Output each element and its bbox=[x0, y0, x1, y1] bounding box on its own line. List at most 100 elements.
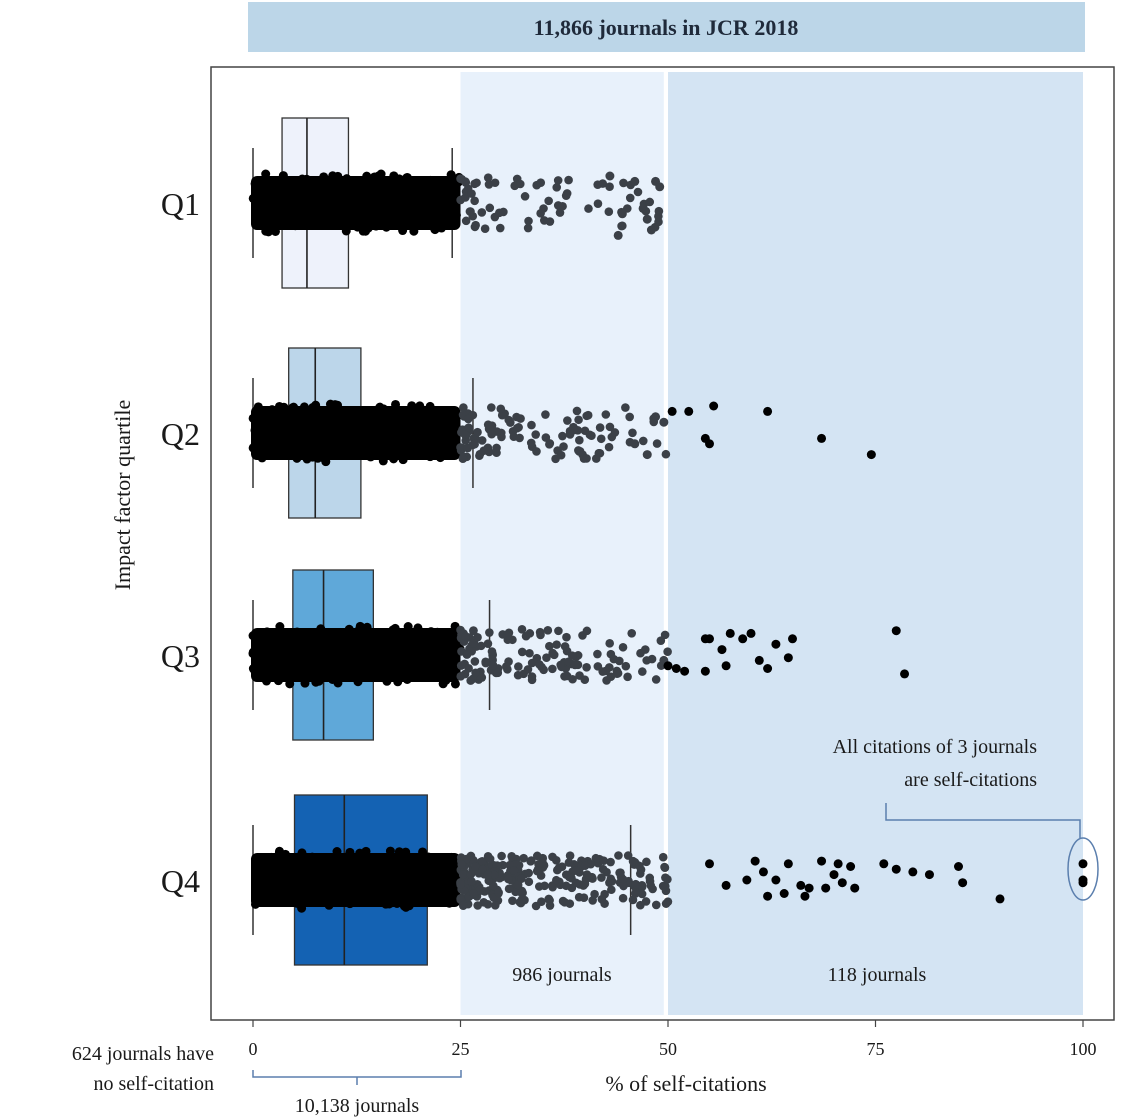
point-Q4 bbox=[304, 872, 314, 882]
outlier-point-Q1 bbox=[605, 171, 615, 181]
point-Q4 bbox=[444, 898, 454, 908]
point-Q2 bbox=[287, 445, 297, 455]
point-Q3 bbox=[393, 664, 403, 674]
point-Q4 bbox=[508, 896, 517, 906]
point-Q2 bbox=[379, 434, 389, 444]
point-Q4 bbox=[561, 881, 571, 891]
point-Q3 bbox=[481, 658, 491, 668]
point-Q1 bbox=[371, 221, 381, 231]
point-Q1 bbox=[286, 182, 296, 192]
point-Q3 bbox=[523, 665, 533, 674]
point-Q4 bbox=[379, 872, 389, 882]
point-Q2 bbox=[425, 452, 435, 462]
point-Q1 bbox=[313, 209, 323, 219]
point-Q3 bbox=[469, 626, 478, 635]
point-Q4 bbox=[606, 857, 615, 867]
outlier-point-Q3 bbox=[783, 653, 793, 663]
outlier-point-Q3 bbox=[725, 628, 735, 638]
point-Q1 bbox=[261, 169, 271, 179]
zone-band-1 bbox=[668, 72, 1083, 1015]
outlier-point-Q1 bbox=[617, 209, 627, 219]
point-Q3 bbox=[602, 676, 611, 685]
point-Q3 bbox=[366, 661, 376, 671]
point-Q4 bbox=[590, 889, 599, 899]
point-Q2 bbox=[526, 438, 536, 448]
point-Q3 bbox=[535, 660, 544, 669]
point-Q1 bbox=[261, 226, 271, 236]
point-Q2 bbox=[333, 413, 343, 423]
point-Q4 bbox=[635, 861, 644, 871]
point-Q1 bbox=[398, 215, 408, 225]
point-Q4 bbox=[467, 876, 476, 886]
point-Q1 bbox=[351, 192, 361, 202]
point-Q4 bbox=[571, 866, 581, 875]
point-Q2 bbox=[625, 412, 634, 422]
point-Q3 bbox=[357, 656, 367, 666]
point-Q1 bbox=[398, 226, 408, 236]
outlier-point-Q1 bbox=[613, 230, 623, 240]
point-Q3 bbox=[483, 639, 493, 648]
point-Q4 bbox=[532, 851, 542, 861]
point-Q2 bbox=[541, 433, 551, 442]
point-Q3 bbox=[254, 666, 264, 676]
point-Q1 bbox=[409, 190, 419, 200]
point-Q3 bbox=[333, 666, 343, 676]
point-Q1 bbox=[301, 182, 311, 192]
point-Q1 bbox=[633, 187, 643, 197]
point-Q4 bbox=[579, 893, 589, 903]
point-Q2 bbox=[531, 430, 540, 439]
point-Q3 bbox=[461, 632, 470, 641]
outlier-point-Q4 bbox=[758, 867, 768, 877]
point-Q2 bbox=[459, 403, 468, 412]
point-Q3 bbox=[266, 660, 276, 670]
point-Q2 bbox=[595, 423, 605, 432]
point-Q4 bbox=[509, 866, 519, 875]
point-Q1 bbox=[437, 223, 447, 233]
point-Q2 bbox=[327, 447, 337, 457]
point-Q2 bbox=[385, 410, 395, 420]
point-Q4 bbox=[504, 874, 513, 884]
point-Q4 bbox=[607, 885, 616, 895]
outlier-point-Q4 bbox=[796, 880, 806, 890]
point-Q2 bbox=[303, 448, 313, 458]
point-Q3 bbox=[568, 674, 577, 684]
point-Q2 bbox=[601, 410, 611, 419]
point-Q1 bbox=[553, 176, 563, 185]
point-Q4 bbox=[478, 865, 487, 874]
outlier-point-Q1 bbox=[630, 176, 640, 186]
point-Q3 bbox=[318, 638, 328, 648]
point-Q1 bbox=[470, 179, 479, 189]
point-Q4 bbox=[551, 855, 561, 865]
point-Q4 bbox=[251, 890, 261, 900]
outlier-point-Q4 bbox=[846, 862, 856, 871]
point-Q2 bbox=[289, 402, 299, 412]
point-Q2 bbox=[300, 419, 310, 429]
point-Q4 bbox=[485, 854, 495, 864]
point-Q1 bbox=[362, 171, 372, 181]
point-Q1 bbox=[561, 191, 571, 200]
outlier-point-Q2 bbox=[630, 439, 640, 449]
point-Q1 bbox=[605, 182, 614, 191]
point-Q4 bbox=[354, 867, 364, 877]
point-Q3 bbox=[262, 627, 272, 637]
point-Q4 bbox=[311, 894, 321, 904]
point-Q1 bbox=[418, 200, 428, 210]
point-Q4 bbox=[524, 868, 534, 878]
point-Q1 bbox=[377, 209, 387, 219]
point-Q3 bbox=[642, 656, 651, 665]
point-Q3 bbox=[593, 649, 602, 659]
point-Q4 bbox=[252, 853, 262, 863]
quartile-label-Q2: Q2 bbox=[161, 416, 200, 452]
point-Q3 bbox=[488, 660, 498, 670]
chart-title: 11,866 journals in JCR 2018 bbox=[534, 15, 799, 40]
point-Q4 bbox=[628, 895, 638, 905]
x-tick-label: 0 bbox=[249, 1039, 258, 1059]
outlier-point-Q2 bbox=[642, 450, 652, 460]
point-Q1 bbox=[424, 218, 434, 228]
point-Q4 bbox=[343, 862, 353, 872]
point-Q2 bbox=[391, 399, 401, 409]
point-Q3 bbox=[449, 635, 459, 645]
point-Q3 bbox=[466, 676, 475, 685]
outlier-point-Q4 bbox=[705, 859, 714, 869]
